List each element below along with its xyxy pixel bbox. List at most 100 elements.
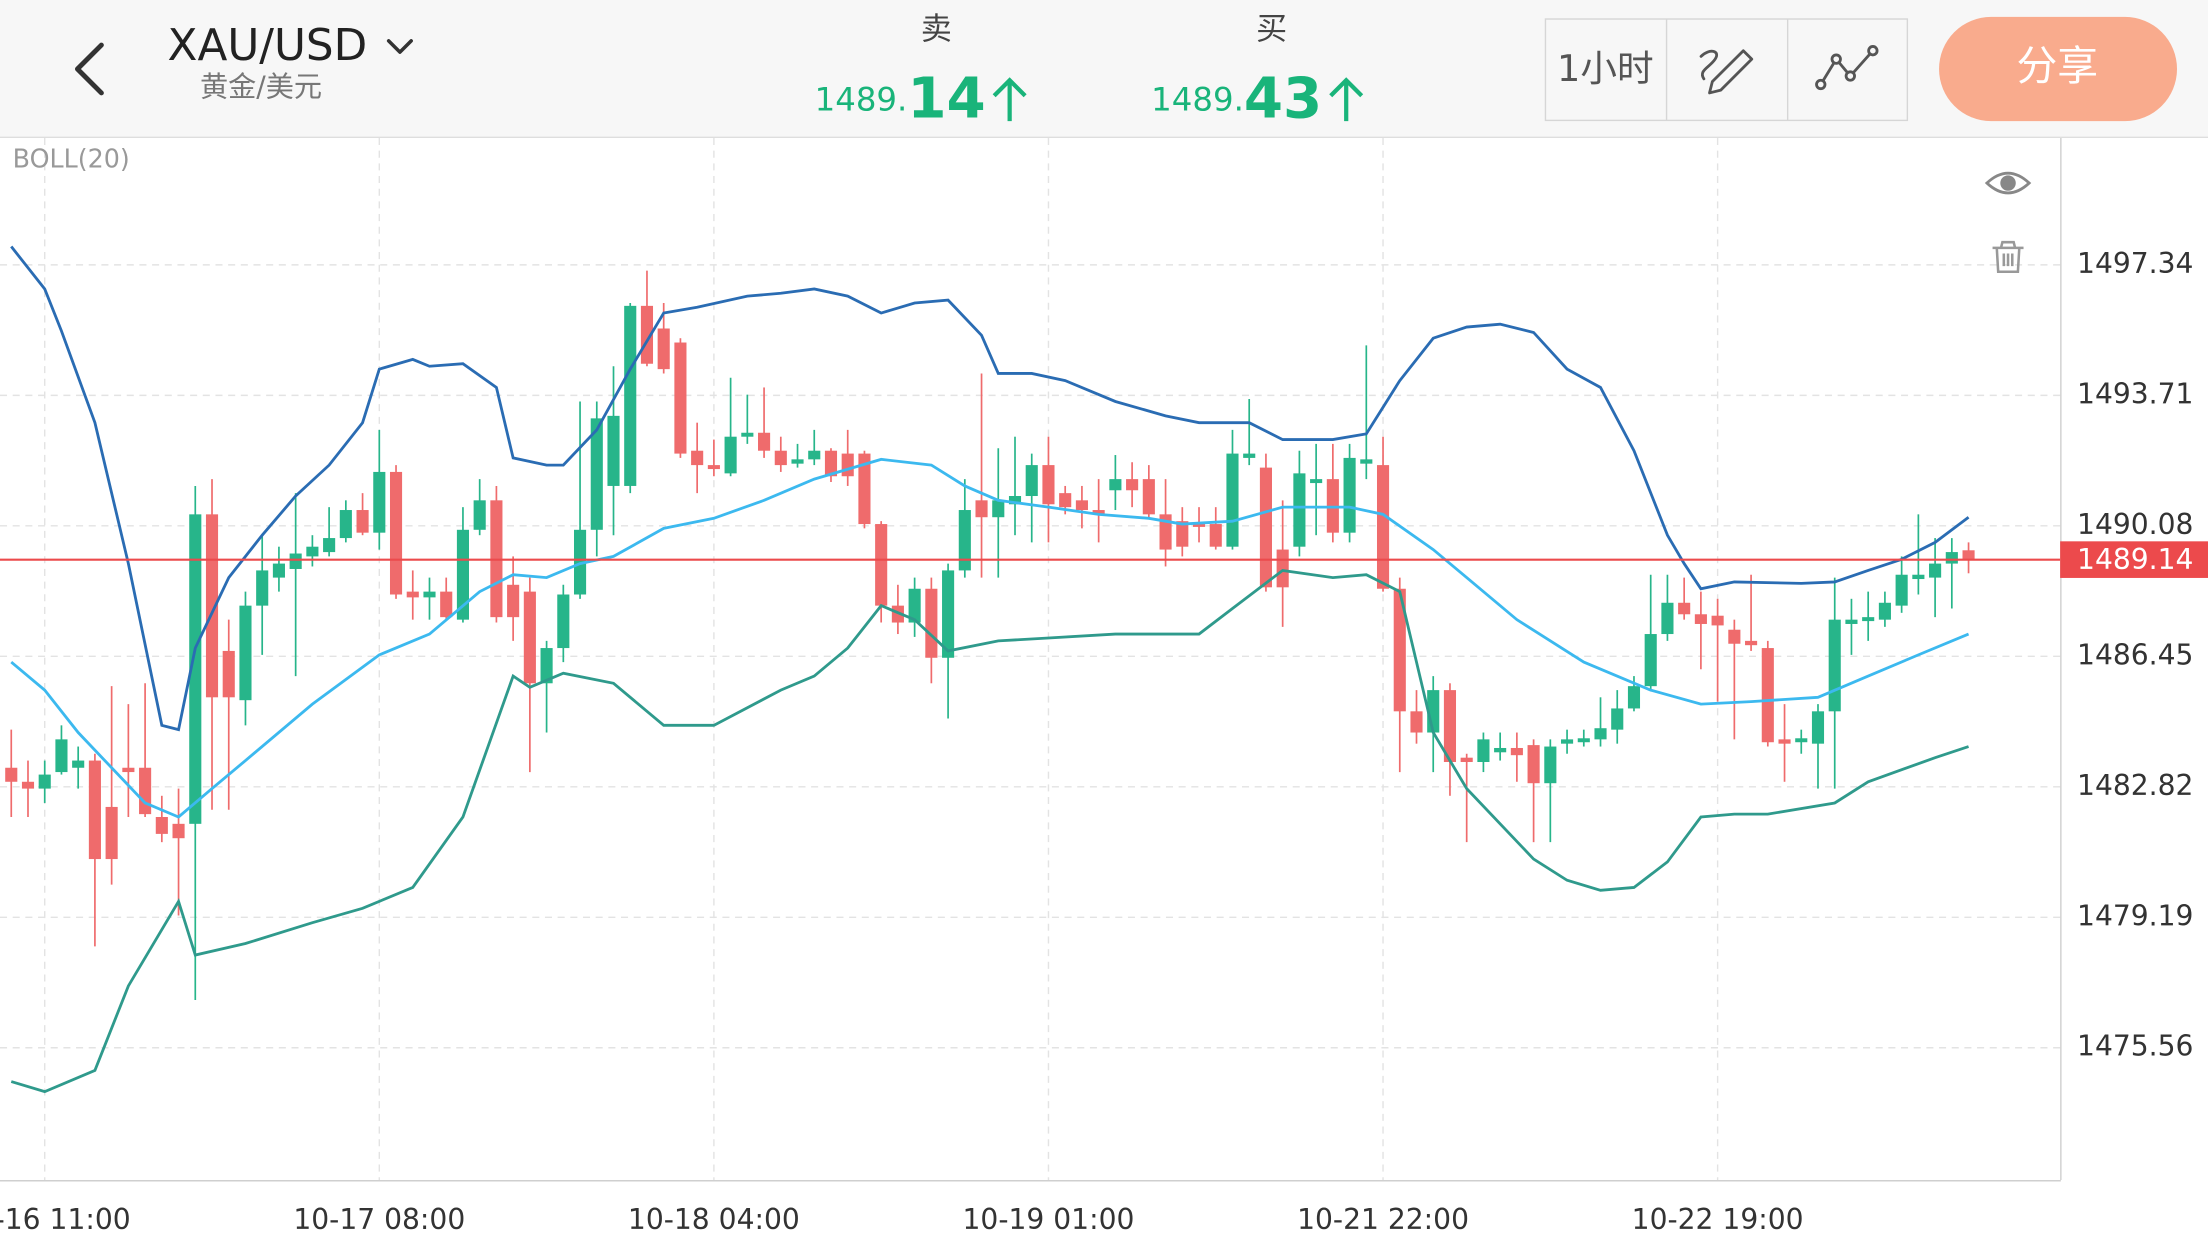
- candle-body: [707, 465, 720, 470]
- candle-body: [88, 760, 101, 860]
- candle-body: [256, 570, 269, 606]
- candle-body: [724, 436, 737, 474]
- candle-body: [155, 816, 168, 834]
- delete-indicator[interactable]: [1992, 240, 2024, 274]
- eye-pupil: [2000, 175, 2016, 191]
- x-tick-label: 10-22 19:00: [1632, 1203, 1804, 1236]
- candle-body: [607, 415, 620, 486]
- candle-body: [323, 538, 336, 553]
- trash-icon: [1992, 240, 2024, 274]
- candle-body: [1042, 465, 1055, 505]
- candle-body: [1862, 617, 1875, 622]
- candle-body: [189, 514, 202, 824]
- candle-body: [1192, 524, 1206, 527]
- pencil-stroke: [1699, 49, 1718, 81]
- candle-body: [1929, 563, 1942, 578]
- candle-body: [942, 570, 955, 658]
- candle-body: [758, 432, 771, 451]
- candle-body: [1393, 588, 1406, 712]
- candle-body: [389, 471, 403, 595]
- candle-body: [1092, 510, 1105, 515]
- candle-body: [1243, 453, 1256, 458]
- candle-body: [356, 510, 369, 533]
- buy-price-head: 1489.: [1151, 80, 1244, 118]
- candle-body: [1126, 479, 1139, 491]
- candle-body: [122, 767, 135, 773]
- candle-body: [1008, 496, 1022, 505]
- candle-body: [55, 739, 68, 773]
- back-button[interactable]: [74, 42, 104, 96]
- indicator-dot: [1815, 78, 1827, 91]
- candle-body: [1159, 514, 1172, 550]
- boll-line: [10, 245, 1970, 732]
- candle-body: [1343, 457, 1356, 533]
- candle-body: [1176, 521, 1189, 547]
- candle-body: [1142, 479, 1155, 515]
- candle-body: [456, 529, 470, 620]
- candle-body: [440, 591, 453, 618]
- candle-body: [841, 453, 854, 477]
- symbol-subtitle: 黄金/美元: [200, 71, 322, 104]
- symbol-dropdown[interactable]: [386, 39, 413, 54]
- candle-body: [373, 471, 386, 533]
- candle-body: [992, 500, 1005, 518]
- axes: 1497.34 1493.71 1490.08 1486.45 1482.82 1479.…: [0, 247, 2208, 1236]
- candle-body: [21, 781, 35, 789]
- candle-body: [624, 305, 637, 486]
- candle-body: [406, 591, 419, 598]
- candle-body: [1109, 479, 1122, 491]
- candle-body: [975, 500, 988, 518]
- indicator-dot: [1844, 70, 1856, 82]
- candle-body: [908, 588, 921, 623]
- buy-up-arrow: [1329, 77, 1364, 122]
- candle-body: [105, 806, 118, 860]
- share-label[interactable]: 分享: [2016, 42, 2098, 90]
- x-tick-label: 10-19 01:00: [963, 1203, 1135, 1236]
- visibility-toggle[interactable]: [1984, 171, 2032, 195]
- buy-price[interactable]: 1489.43: [1151, 66, 1322, 131]
- timeframe-button[interactable]: 1小时: [1557, 47, 1654, 90]
- candle-body: [640, 305, 654, 364]
- indicator-button[interactable]: [1815, 45, 1879, 91]
- candle-body: [1410, 711, 1423, 733]
- candle-body: [1527, 745, 1540, 784]
- candle-body: [1226, 453, 1239, 547]
- candle-body: [1494, 747, 1507, 753]
- symbol[interactable]: XAU/USD: [168, 20, 368, 71]
- candle-body: [875, 524, 888, 606]
- candle-body: [1510, 747, 1523, 756]
- pencil-icon: [1708, 49, 1754, 95]
- sell-price[interactable]: 1489.14: [815, 66, 986, 131]
- candle-body: [1075, 500, 1088, 511]
- indicator-icon: [1819, 49, 1874, 86]
- y-tick-label: 1493.71: [2077, 377, 2193, 410]
- candle-body: [1577, 738, 1590, 743]
- candle-body: [540, 648, 553, 684]
- candle-body: [741, 432, 754, 437]
- candle-body: [306, 546, 319, 557]
- candle-body: [1694, 614, 1707, 624]
- share-button[interactable]: [1939, 16, 2178, 122]
- candle-body: [1310, 479, 1323, 484]
- candle-body: [1276, 549, 1289, 588]
- candle-body: [1962, 550, 1975, 560]
- candle-body: [1845, 619, 1858, 624]
- candle-body: [289, 553, 302, 569]
- candle-body: [1025, 465, 1038, 497]
- candle-body: [1878, 602, 1891, 620]
- y-tick-label: 1497.34: [2077, 247, 2193, 280]
- candle-body: [172, 823, 185, 839]
- boll-line: [10, 568, 1970, 1094]
- candle-body: [1761, 648, 1774, 743]
- candle-body: [1945, 552, 1958, 564]
- draw-tool-button[interactable]: [1699, 49, 1754, 95]
- candle-body: [1293, 473, 1306, 547]
- x-tick-label: 10-16 11:00: [0, 1203, 131, 1236]
- candle-body: [1376, 465, 1390, 589]
- candle-body: [5, 767, 18, 782]
- eye-icon: [1984, 171, 2032, 195]
- candle-body: [523, 591, 536, 684]
- candle-body: [1594, 728, 1607, 740]
- sell-label: 卖: [921, 11, 952, 47]
